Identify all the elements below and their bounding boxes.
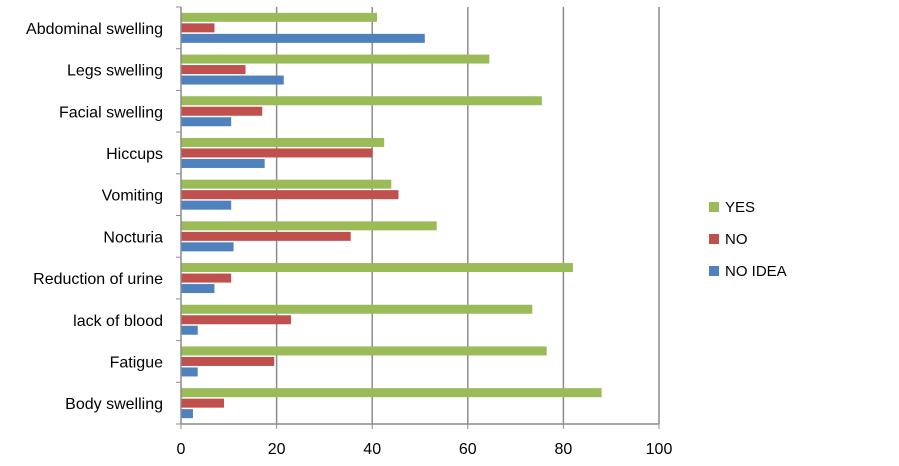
x-tick-label: 20 <box>268 441 286 458</box>
legend-swatch-no-idea <box>709 266 719 276</box>
bar-no <box>181 65 246 75</box>
legend: YES NO NO IDEA <box>709 199 787 280</box>
bar-yes <box>181 221 437 231</box>
bar-yes <box>181 137 385 147</box>
bar-no <box>181 398 225 408</box>
category-label: Body swelling <box>65 396 163 413</box>
bar-no <box>181 106 263 116</box>
bar-no-idea <box>181 409 193 419</box>
legend-label-no: NO <box>725 231 748 248</box>
bar-no-idea <box>181 284 215 294</box>
bar-no-idea <box>181 75 284 85</box>
bar-no-idea <box>181 325 198 335</box>
axes <box>176 6 660 429</box>
x-tick-label: 60 <box>459 441 477 458</box>
bar-yes <box>181 179 392 189</box>
bar-no <box>181 148 373 158</box>
bar-no-idea <box>181 367 198 377</box>
bar-no-idea <box>181 158 265 168</box>
bar-no-idea <box>181 200 232 210</box>
bars <box>181 12 602 419</box>
bar-yes <box>181 388 602 398</box>
legend-label-yes: YES <box>725 199 755 216</box>
tick-labels: 0 20 40 60 80 100 <box>177 441 673 458</box>
x-tick-label: 100 <box>646 441 673 458</box>
category-label: Vomiting <box>102 188 163 205</box>
bar-no-idea <box>181 33 425 43</box>
category-label: Reduction of urine <box>33 271 163 288</box>
bar-yes <box>181 12 377 22</box>
x-tick-label: 0 <box>177 441 186 458</box>
category-label: Hiccups <box>106 146 163 163</box>
bar-yes <box>181 346 547 356</box>
legend-swatch-yes <box>709 202 719 212</box>
category-label: Fatigue <box>110 354 163 371</box>
category-label: Facial swelling <box>59 104 163 121</box>
bar-no-idea <box>181 242 234 252</box>
category-label: Nocturia <box>103 229 163 246</box>
bar-no <box>181 315 291 325</box>
bar-no <box>181 190 399 200</box>
bar-yes <box>181 263 573 273</box>
bar-yes <box>181 304 533 314</box>
category-label: Legs swelling <box>67 63 163 80</box>
category-label: lack of blood <box>73 313 163 330</box>
x-tick-label: 40 <box>363 441 381 458</box>
bar-no <box>181 356 275 366</box>
bar-yes <box>181 96 542 106</box>
legend-swatch-no <box>709 234 719 244</box>
bar-no-idea <box>181 117 232 127</box>
x-tick-label: 80 <box>555 441 573 458</box>
gridlines <box>275 7 660 424</box>
bar-yes <box>181 54 490 64</box>
legend-label-no-idea: NO IDEA <box>725 263 787 280</box>
bar-no <box>181 273 232 283</box>
category-labels: Body swelling Fatigue lack of blood Reducti… <box>26 21 163 413</box>
bar-no <box>181 231 351 241</box>
bar-no <box>181 23 215 33</box>
category-label: Abdominal swelling <box>26 21 163 38</box>
